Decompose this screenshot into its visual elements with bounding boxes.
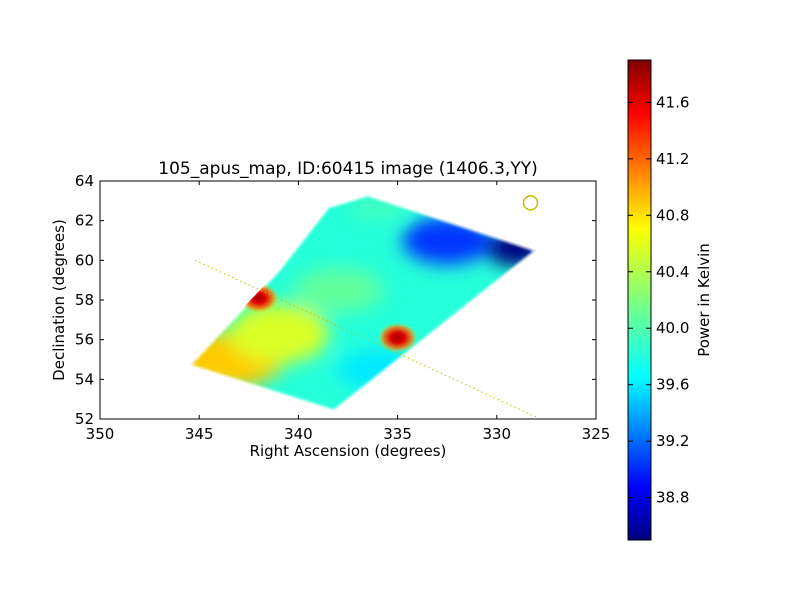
colorbar: 38.8 39.2 39.6 40.0 40.4 40.8 41.2 41.6 Power i… — [627, 59, 713, 541]
hot-spot-2 — [377, 322, 418, 353]
zone-south-cyan — [337, 349, 418, 390]
heatmap-surface — [189, 194, 537, 412]
zone-north-east-dark — [486, 230, 537, 267]
x-tick-label: 340 — [284, 425, 313, 443]
x-tick-label: 330 — [482, 425, 511, 443]
colorbar-tick-label: 41.2 — [656, 150, 689, 168]
zone-middle — [293, 268, 384, 313]
y-tick-label: 64 — [75, 172, 94, 190]
colorbar-tick-label: 40.4 — [656, 263, 689, 281]
y-tick-label: 52 — [75, 410, 94, 428]
zone-south-yellow — [228, 303, 329, 364]
y-axis: 52 54 56 58 60 62 64 — [75, 172, 596, 428]
y-tick-label: 58 — [75, 291, 94, 309]
colorbar-tick-label: 40.8 — [656, 206, 689, 224]
colorbar-tick-label: 41.6 — [656, 93, 689, 111]
colorbar-label: Power in Kelvin — [695, 243, 713, 357]
x-tick-label: 350 — [86, 425, 115, 443]
colorbar-ticks: 38.8 39.2 39.6 40.0 40.4 40.8 41.2 41.6 — [628, 93, 689, 507]
colorbar-tick-label: 38.8 — [656, 489, 689, 507]
y-tick-label: 62 — [75, 212, 94, 230]
y-tick-label: 56 — [75, 331, 94, 349]
x-axis-label: Right Ascension (degrees) — [250, 442, 447, 460]
x-tick-label: 345 — [185, 425, 214, 443]
x-tick-label: 325 — [582, 425, 611, 443]
x-axis: 350 345 340 335 330 325 — [86, 181, 611, 443]
y-tick-label: 60 — [75, 251, 94, 269]
colorbar-gradient — [627, 59, 652, 541]
zone-north-edge — [349, 198, 406, 219]
y-tick-label: 54 — [75, 370, 94, 388]
colorbar-tick-label: 39.2 — [656, 432, 689, 450]
hot-spot-1 — [238, 283, 279, 314]
chart-title: 105_apus_map, ID:60415 image (1406.3,YY) — [158, 159, 537, 179]
heatmap-layer — [189, 194, 537, 412]
colorbar-tick-label: 39.6 — [656, 376, 689, 394]
overlay-layer — [195, 195, 539, 418]
y-axis-label: Declination (degrees) — [50, 219, 68, 381]
zone-north-blue — [402, 216, 493, 265]
colorbar-tick-label: 40.0 — [656, 319, 689, 337]
x-tick-label: 335 — [383, 425, 412, 443]
marker-circle — [522, 195, 539, 211]
